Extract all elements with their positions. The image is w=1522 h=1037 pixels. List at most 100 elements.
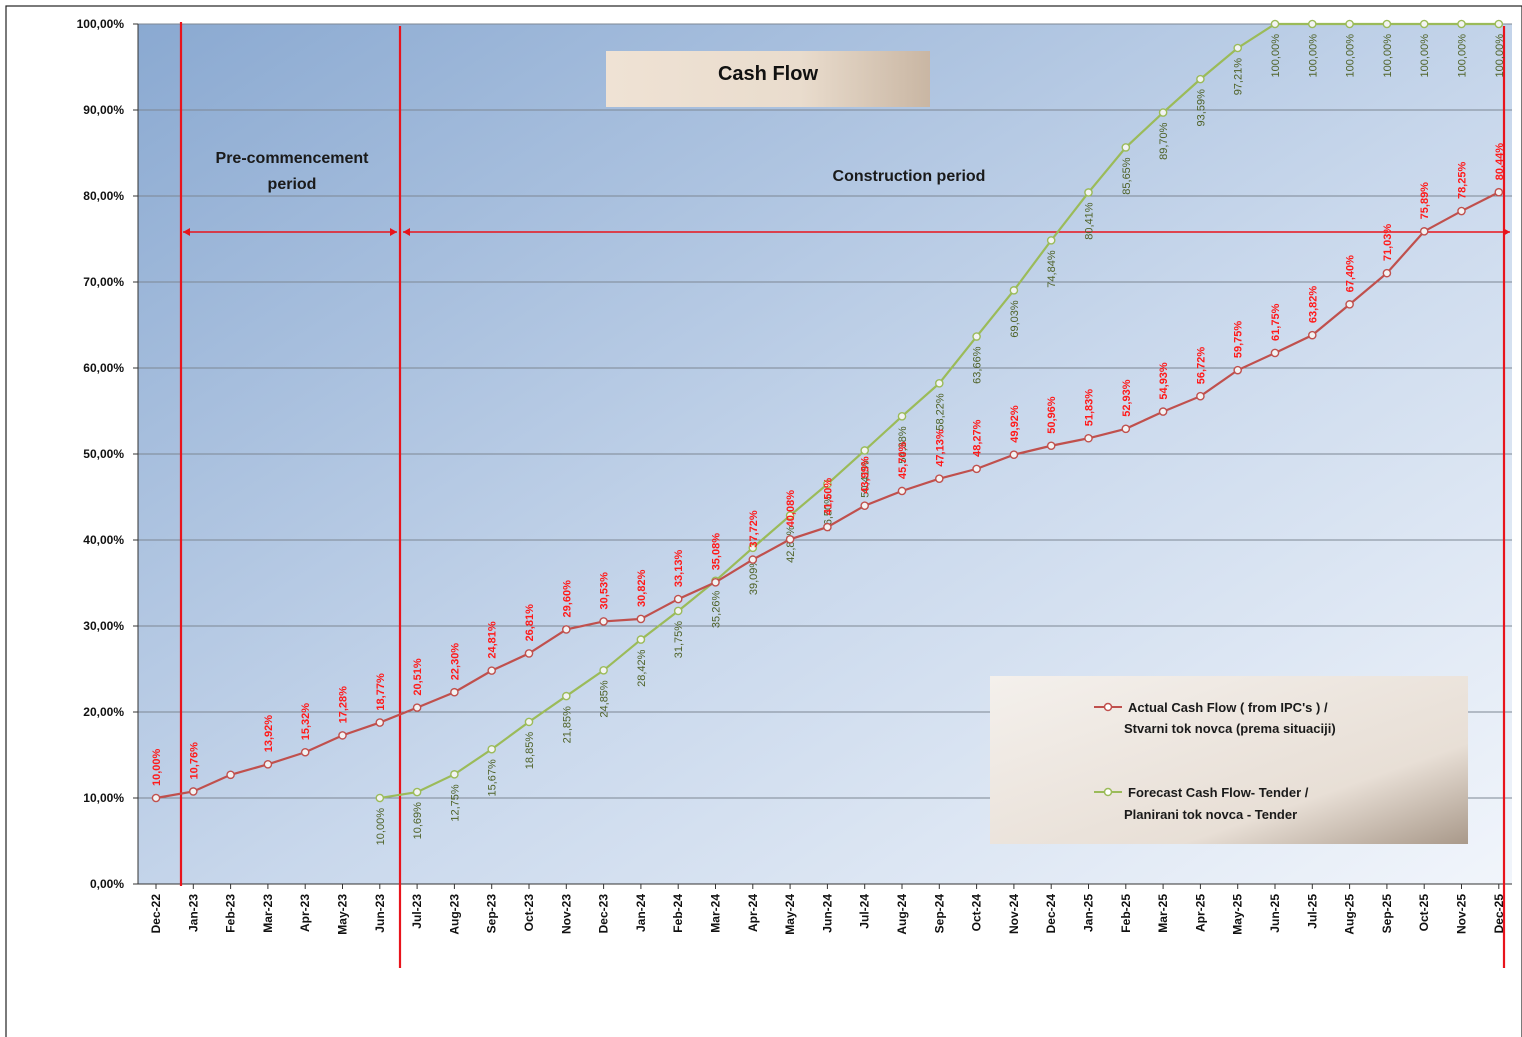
x-tick-label: Dec-25 xyxy=(1492,894,1506,934)
data-label: 24,81% xyxy=(487,621,499,659)
data-point xyxy=(524,649,534,658)
data-point xyxy=(1457,206,1466,216)
x-tick-label: Sep-23 xyxy=(485,894,499,934)
y-tick-label: 0,00% xyxy=(90,877,124,891)
x-tick-label: May-25 xyxy=(1231,894,1245,935)
data-point xyxy=(1270,19,1280,29)
x-tick-label: Mar-25 xyxy=(1156,894,1170,933)
data-label: 52,93% xyxy=(1121,379,1133,417)
data-point xyxy=(785,535,795,544)
data-label: 50,96% xyxy=(1046,396,1058,434)
data-point xyxy=(1158,108,1168,117)
data-label: 28,42% xyxy=(636,649,648,687)
data-point xyxy=(1158,407,1168,416)
data-label: 100,00% xyxy=(1457,34,1469,78)
data-label: 56,72% xyxy=(1195,347,1207,385)
arrowhead-left xyxy=(183,228,190,236)
data-point xyxy=(599,665,608,675)
data-point xyxy=(897,412,907,421)
x-tick-label: Dec-24 xyxy=(1044,894,1058,934)
data-label: 15,32% xyxy=(300,703,312,741)
data-point xyxy=(412,787,422,797)
data-label: 37,72% xyxy=(748,510,760,548)
data-label: 49,92% xyxy=(1009,405,1021,443)
data-point xyxy=(1196,391,1205,401)
x-tick-label: Jul-25 xyxy=(1305,894,1319,929)
data-label: 63,82% xyxy=(1307,286,1319,324)
construction-period-label: Construction period xyxy=(833,168,986,185)
legend-actual-label-line1: Actual Cash Flow ( from IPC's ) / xyxy=(1128,700,1328,715)
x-tick-label: Oct-23 xyxy=(522,894,536,932)
data-label: 13,92% xyxy=(263,715,275,753)
data-label: 54,93% xyxy=(1158,362,1170,400)
x-tick-label: Feb-23 xyxy=(224,894,238,933)
data-label: 93,59% xyxy=(1195,89,1207,127)
pre-commencement-label-line1: Pre-commencement xyxy=(216,150,370,167)
data-point xyxy=(1308,19,1317,29)
legend-box xyxy=(990,676,1468,844)
data-point xyxy=(748,555,758,564)
data-point xyxy=(375,793,385,803)
title-box xyxy=(606,51,930,107)
data-label: 50,41% xyxy=(860,460,872,498)
y-tick-label: 30,00% xyxy=(83,619,124,633)
x-tick-label: Jun-24 xyxy=(820,894,834,933)
legend-forecast-marker xyxy=(1103,787,1113,797)
y-tick-label: 90,00% xyxy=(83,103,124,117)
x-tick-label: May-24 xyxy=(783,894,797,935)
data-point xyxy=(860,446,870,455)
data-label: 58,22% xyxy=(934,393,946,431)
data-label: 29,60% xyxy=(561,580,573,618)
data-point xyxy=(1308,330,1317,340)
data-point xyxy=(636,635,646,644)
data-label: 71,03% xyxy=(1382,224,1394,262)
data-label: 100,00% xyxy=(1307,34,1319,78)
x-tick-label: Oct-24 xyxy=(970,894,984,932)
data-point xyxy=(673,606,683,616)
data-label: 100,00% xyxy=(1345,34,1357,78)
data-point xyxy=(1009,450,1019,459)
data-point xyxy=(823,479,832,489)
data-label: 41,50% xyxy=(822,478,834,516)
data-label: 67,40% xyxy=(1345,255,1357,293)
data-point xyxy=(935,474,944,483)
data-point xyxy=(972,332,981,341)
legend-forecast-label-line2: Planirani tok novca - Tender xyxy=(1124,807,1297,822)
data-point xyxy=(151,793,161,803)
x-tick-label: Jun-25 xyxy=(1268,894,1282,933)
data-label: 100,00% xyxy=(1270,34,1282,78)
x-tick-label: Aug-25 xyxy=(1343,894,1357,935)
data-point xyxy=(860,501,870,510)
data-point xyxy=(1084,188,1093,197)
data-label: 30,82% xyxy=(636,569,648,607)
data-point xyxy=(1419,19,1429,29)
data-label: 10,00% xyxy=(375,808,387,846)
x-tick-label: Jan-24 xyxy=(634,894,648,932)
data-label: 89,70% xyxy=(1158,122,1170,160)
x-tick-label: Sep-25 xyxy=(1380,894,1394,934)
x-tick-label: Aug-23 xyxy=(447,894,461,935)
data-label: 78,25% xyxy=(1457,162,1469,200)
data-label: 75,89% xyxy=(1419,182,1431,220)
data-label: 40,08% xyxy=(785,490,797,528)
data-label: 59,75% xyxy=(1233,321,1245,359)
data-label: 22,30% xyxy=(449,643,461,681)
data-label: 20,51% xyxy=(412,658,424,696)
pre-commencement-label-line2: period xyxy=(268,176,317,193)
x-tick-label: Nov-25 xyxy=(1455,894,1469,934)
data-label: 39,09% xyxy=(748,558,760,596)
data-point xyxy=(188,787,198,796)
x-tick-label: Feb-24 xyxy=(671,894,685,933)
y-tick-label: 20,00% xyxy=(83,705,124,719)
data-label: 51,83% xyxy=(1084,389,1096,427)
data-label: 74,84% xyxy=(1046,250,1058,288)
data-label: 30,53% xyxy=(599,572,611,610)
data-point xyxy=(1419,227,1429,236)
arrowhead-right xyxy=(390,228,397,236)
data-label: 48,27% xyxy=(972,419,984,457)
data-point xyxy=(1233,43,1242,53)
data-point xyxy=(450,687,459,697)
x-axis-ticks: Dec-22 Jan-23 Feb-23 Mar-23 Apr-23 May-23 Jun-… xyxy=(149,884,1506,935)
